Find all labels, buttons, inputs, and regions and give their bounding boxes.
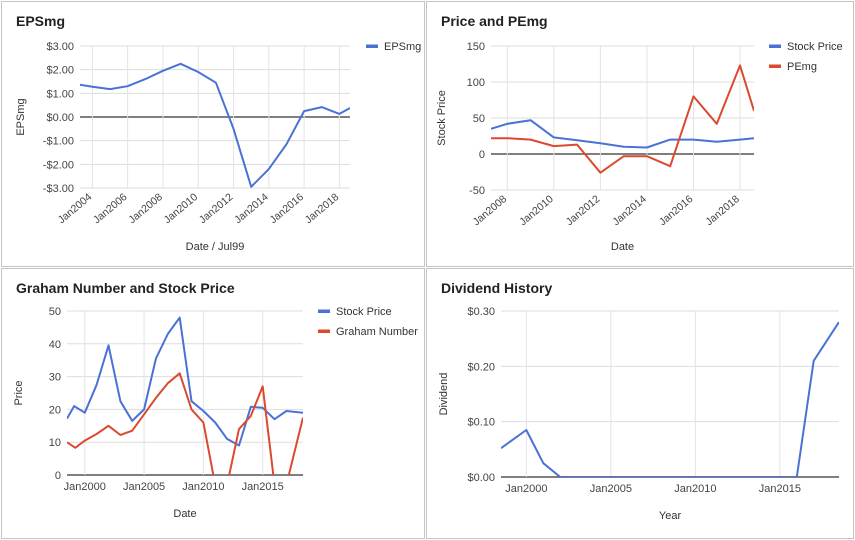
- chart-title: Dividend History: [441, 280, 553, 296]
- y-axis-title: Price: [13, 380, 25, 405]
- chart-panel-price-pemg: Price and PEmg 150 100 50 0 -50 Jan2008 Jan201…: [426, 1, 854, 267]
- x-tick-label: Jan2012: [197, 191, 236, 226]
- y-tick-label: -50: [469, 185, 485, 197]
- y-tick-label: $0.10: [467, 417, 495, 429]
- chart-title: Price and PEmg: [441, 13, 548, 29]
- x-tick-label: Jan2010: [182, 481, 224, 493]
- epsmg-chart: $3.00$2.00$1.00$0.00-$1.00-$2.00-$3.00Ja…: [15, 41, 421, 253]
- chart-title: Graham Number and Stock Price: [16, 280, 235, 296]
- dividend-history-chart: $0.30 $0.20 $0.10 $0.00 Jan2000 Jan2005 Jan201…: [438, 306, 839, 522]
- y-tick-label: 150: [467, 41, 485, 53]
- chart-panel-graham-number: Graham Number and Stock Price 50 40 30 20 10…: [1, 268, 425, 539]
- legend-label: Stock Price: [336, 306, 392, 318]
- series-line: [501, 321, 839, 477]
- y-tick-label: -$3.00: [43, 183, 74, 195]
- y-tick-label: 0: [55, 470, 61, 482]
- x-tick-label: Jan2016: [267, 191, 306, 226]
- x-tick-label: Jan2000: [64, 481, 106, 493]
- y-tick-label: $3.00: [46, 41, 74, 53]
- y-axis-title: Dividend: [438, 373, 450, 416]
- legend-label: PEmg: [787, 61, 817, 73]
- y-tick-label: $0.30: [467, 306, 495, 318]
- x-axis-title: Year: [659, 510, 682, 522]
- x-tick-label: Jan2015: [242, 481, 284, 493]
- x-tick-label: Jan2012: [564, 193, 603, 228]
- x-tick-label: Jan2015: [759, 483, 801, 495]
- x-tick-label: Jan2000: [505, 483, 547, 495]
- x-tick-label: Jan2016: [657, 193, 696, 228]
- y-tick-label: $1.00: [46, 88, 74, 100]
- y-tick-label: 0: [479, 149, 485, 161]
- x-tick-label: Jan2004: [56, 191, 95, 226]
- y-tick-label: 100: [467, 77, 485, 89]
- x-tick-label: Jan2005: [590, 483, 632, 495]
- x-tick-label: Jan2010: [674, 483, 716, 495]
- y-tick-label: -$1.00: [43, 136, 74, 148]
- y-tick-label: 20: [49, 404, 61, 416]
- y-tick-label: 50: [49, 306, 61, 318]
- x-tick-label: Jan2008: [471, 193, 510, 228]
- legend-label: Graham Number: [336, 326, 418, 338]
- y-tick-label: $2.00: [46, 65, 74, 77]
- x-tick-label: Jan2018: [303, 191, 342, 226]
- x-tick-label: Jan2008: [126, 191, 165, 226]
- y-tick-label: 50: [473, 113, 485, 125]
- y-tick-label: $0.00: [467, 472, 495, 484]
- y-tick-label: 40: [49, 339, 61, 351]
- legend-swatch: [366, 44, 378, 48]
- x-tick-label: Jan2014: [610, 193, 649, 228]
- x-axis-title: Date / Jul99: [186, 241, 245, 253]
- series-line: [491, 64, 754, 174]
- y-tick-label: -$2.00: [43, 159, 74, 171]
- y-axis-title: Stock Price: [436, 90, 448, 146]
- x-tick-label: Jan2014: [232, 191, 271, 226]
- series-line: [67, 316, 303, 447]
- legend-swatch: [318, 329, 330, 333]
- x-tick-label: Jan2005: [123, 481, 165, 493]
- x-tick-label: Jan2018: [703, 193, 742, 228]
- x-axis-title: Date: [611, 241, 634, 253]
- legend-swatch: [318, 309, 330, 313]
- chart-panel-dividend-history: Dividend History $0.30 $0.20 $0.10 $0.00 Jan…: [426, 268, 854, 539]
- y-axis-title: EPSmg: [15, 98, 27, 135]
- chart-title: EPSmg: [16, 13, 66, 29]
- y-tick-label: 10: [49, 437, 61, 449]
- legend-swatch: [769, 64, 781, 68]
- y-tick-label: $0.20: [467, 361, 495, 373]
- series-line: [80, 62, 350, 188]
- series-line: [67, 372, 303, 475]
- y-tick-label: $0.00: [46, 112, 74, 124]
- x-tick-label: Jan2006: [91, 191, 130, 226]
- legend-label: Stock Price: [787, 41, 843, 53]
- x-tick-label: Jan2010: [517, 193, 556, 228]
- chart-panel-epsmg: EPSmg $3.00 $2.00 $1.00 $0.00 -$1.00 -$2.00 -$…: [1, 1, 425, 267]
- x-tick-label: Jan2010: [162, 191, 201, 226]
- y-tick-label: 30: [49, 372, 61, 384]
- legend-swatch: [769, 44, 781, 48]
- x-axis-title: Date: [173, 508, 196, 520]
- series-line: [491, 119, 754, 149]
- legend-label: EPSmg: [384, 41, 421, 53]
